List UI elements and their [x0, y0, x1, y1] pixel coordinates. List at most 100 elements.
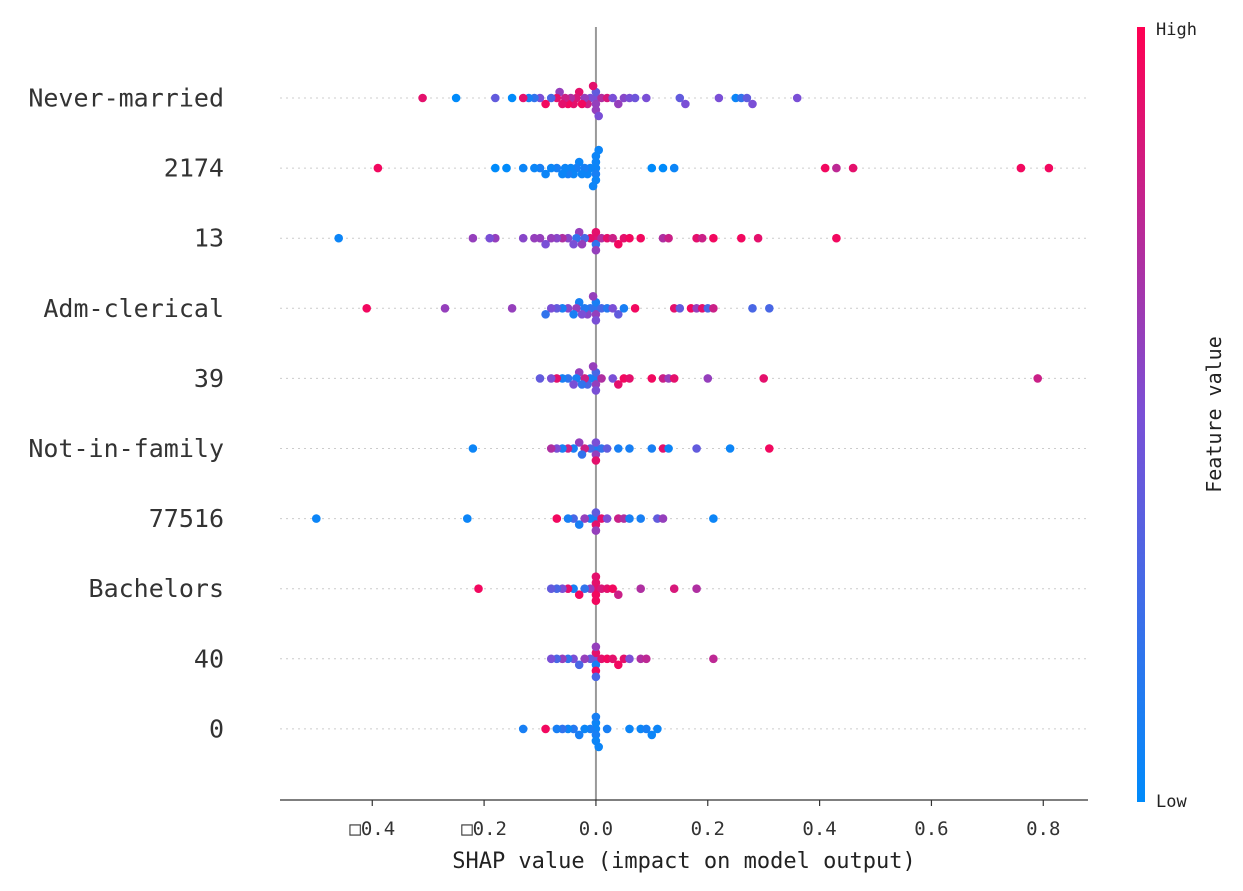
- data-point: [748, 99, 757, 109]
- data-point: [591, 672, 601, 682]
- data-point: [625, 514, 634, 523]
- data-point: [625, 724, 634, 734]
- data-point: [820, 163, 830, 173]
- feature-label: Adm-clerical: [43, 294, 224, 323]
- data-point: [591, 648, 601, 658]
- data-point: [474, 584, 483, 593]
- data-point: [1033, 374, 1042, 383]
- data-point: [636, 233, 645, 243]
- data-point: [594, 145, 603, 155]
- data-point: [608, 304, 617, 313]
- data-point: [530, 233, 539, 243]
- data-point: [602, 444, 612, 453]
- data-point: [546, 374, 556, 383]
- data-point: [725, 444, 735, 453]
- data-point: [669, 374, 679, 383]
- data-point: [546, 304, 556, 313]
- data-point: [591, 596, 601, 605]
- data-point: [541, 310, 550, 319]
- data-point: [574, 438, 584, 447]
- data-point: [577, 450, 587, 459]
- data-point: [832, 233, 841, 243]
- data-point: [642, 654, 651, 664]
- x-tick-label: □0.4: [349, 818, 395, 840]
- data-point: [591, 718, 601, 728]
- data-point: [591, 316, 601, 325]
- data-point: [591, 578, 601, 587]
- data-point: [558, 169, 567, 179]
- data-point: [664, 444, 673, 453]
- data-point: [541, 99, 550, 109]
- data-point: [848, 163, 858, 173]
- data-point: [546, 444, 556, 453]
- data-point: [591, 99, 601, 109]
- row-gridlines: [280, 97, 1088, 730]
- data-point: [552, 514, 562, 523]
- data-point: [591, 730, 601, 740]
- data-point: [608, 584, 617, 593]
- x-tick-label: 0.6: [914, 818, 948, 840]
- data-point: [580, 724, 589, 734]
- data-point: [580, 584, 589, 593]
- data-point: [614, 444, 623, 453]
- data-point: [507, 93, 517, 103]
- feature-label: 40: [194, 644, 224, 673]
- data-point: [630, 93, 640, 103]
- data-point: [594, 742, 603, 752]
- data-point: [642, 724, 651, 734]
- data-point: [591, 380, 601, 389]
- data-point: [737, 233, 746, 243]
- data-point: [602, 724, 612, 734]
- data-point: [574, 590, 584, 599]
- data-point: [591, 642, 601, 652]
- data-point: [574, 730, 584, 740]
- data-point: [546, 584, 556, 593]
- data-point: [714, 93, 724, 103]
- data-point: [591, 666, 601, 676]
- data-point: [709, 514, 718, 523]
- data-point: [608, 233, 617, 243]
- data-point: [608, 654, 617, 664]
- data-point: [591, 456, 601, 465]
- colorbar-title: Feature value: [1202, 336, 1226, 493]
- data-point: [507, 304, 517, 313]
- data-point: [625, 233, 634, 243]
- feature-label: Never-married: [28, 84, 224, 113]
- data-point: [373, 163, 383, 173]
- data-point: [647, 444, 657, 453]
- colorbar-low-label: Low: [1156, 792, 1187, 812]
- data-point: [591, 520, 601, 529]
- data-point: [577, 239, 587, 249]
- data-point: [692, 584, 701, 593]
- data-point: [608, 93, 617, 103]
- data-point: [577, 99, 587, 109]
- data-point: [541, 724, 550, 734]
- data-point: [558, 99, 567, 109]
- data-point: [580, 514, 589, 523]
- data-point: [658, 163, 668, 173]
- data-point: [312, 514, 321, 523]
- data-point: [608, 374, 617, 383]
- data-point: [362, 304, 372, 313]
- data-point: [468, 233, 478, 243]
- data-point: [619, 304, 629, 313]
- data-point: [491, 163, 500, 173]
- data-point: [625, 444, 634, 453]
- x-tick-label: 0.8: [1026, 818, 1060, 840]
- data-point: [546, 93, 556, 103]
- data-point: [1016, 163, 1026, 173]
- data-point: [614, 99, 623, 109]
- data-point: [577, 310, 587, 319]
- data-point: [669, 163, 679, 173]
- data-point: [669, 584, 679, 593]
- data-point: [591, 245, 601, 255]
- data-point: [591, 386, 601, 395]
- data-point: [591, 227, 601, 237]
- data-point: [591, 310, 601, 319]
- data-point: [591, 508, 601, 517]
- data-point: [792, 93, 802, 103]
- data-point: [614, 310, 623, 319]
- data-point: [588, 81, 598, 91]
- data-point: [591, 157, 601, 167]
- data-point: [502, 163, 511, 173]
